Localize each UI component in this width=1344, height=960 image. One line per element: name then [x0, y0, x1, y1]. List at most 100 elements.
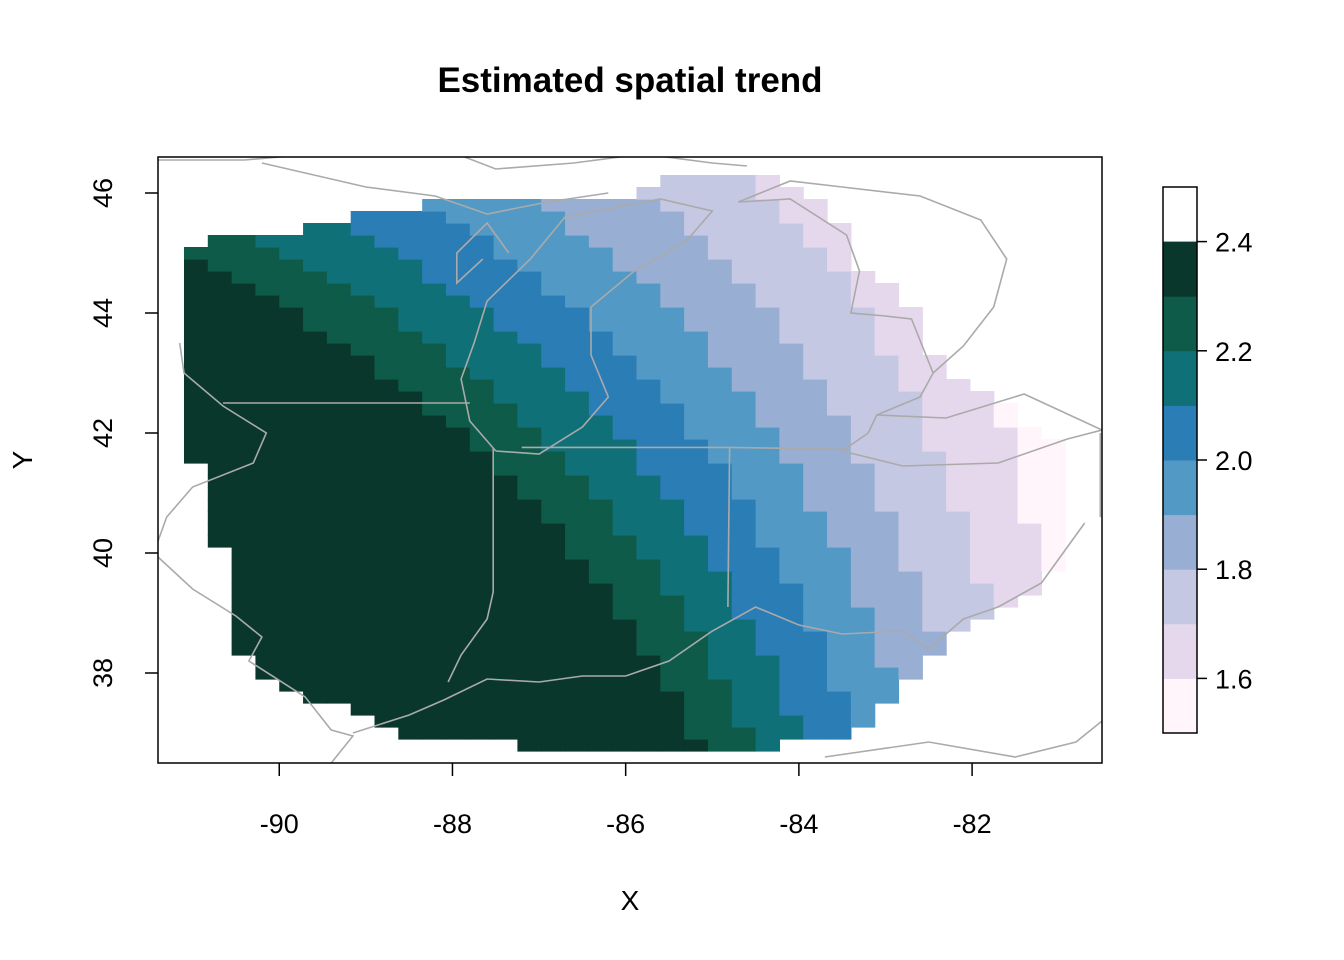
x-tick-label: -84: [779, 809, 818, 839]
heatmap-cell: [469, 403, 495, 416]
heatmap-cell: [636, 715, 661, 728]
heatmap-cell: [588, 679, 614, 692]
heatmap-cell: [565, 235, 590, 248]
heatmap-cell: [469, 559, 495, 572]
heatmap-cell: [755, 175, 780, 188]
heatmap-cell: [898, 535, 923, 548]
heatmap-cell: [969, 487, 995, 500]
heatmap-cell: [517, 307, 542, 320]
heatmap-cell: [731, 367, 757, 380]
heatmap-cell: [207, 331, 233, 344]
heatmap-cell: [898, 619, 923, 632]
heatmap-cell: [422, 691, 447, 704]
heatmap-cell: [565, 547, 590, 560]
heatmap-cell: [779, 259, 804, 272]
heatmap-cell: [398, 367, 423, 380]
colorbar-swatch: [1163, 623, 1197, 679]
heatmap-cell: [707, 535, 733, 548]
heatmap-cell: [707, 391, 733, 404]
heatmap-cell: [660, 559, 685, 572]
heatmap-cell: [946, 607, 971, 620]
heatmap-cell: [231, 403, 257, 416]
heatmap-cell: [803, 247, 828, 260]
heatmap-cell: [469, 547, 495, 560]
heatmap-cell: [827, 331, 852, 344]
heatmap-cell: [493, 439, 519, 452]
heatmap-cell: [565, 295, 590, 308]
heatmap-cell: [612, 619, 638, 632]
heatmap-cell: [779, 355, 804, 368]
heatmap-cell: [255, 595, 280, 608]
heatmap-cell: [517, 415, 542, 428]
heatmap-cell: [993, 523, 1019, 536]
heatmap-cell: [541, 595, 566, 608]
heatmap-cell: [707, 319, 733, 332]
heatmap-cell: [779, 247, 804, 260]
heatmap-cell: [350, 235, 376, 248]
heatmap-cell: [779, 667, 804, 680]
heatmap-cell: [493, 259, 519, 272]
heatmap-cell: [350, 403, 376, 416]
heatmap-cell: [255, 559, 280, 572]
heatmap-cell: [922, 595, 947, 608]
heatmap-cell: [517, 463, 542, 476]
heatmap-cell: [731, 655, 757, 668]
heatmap-cell: [183, 403, 209, 416]
heatmap-cell: [898, 547, 923, 560]
heatmap-cell: [684, 439, 709, 452]
heatmap-cell: [350, 643, 376, 656]
heatmap-cell: [422, 463, 447, 476]
x-tick-label: -90: [260, 809, 299, 839]
heatmap-cell: [183, 319, 209, 332]
heatmap-cell: [922, 355, 947, 368]
heatmap-cell: [612, 235, 638, 248]
heatmap-cell: [303, 403, 328, 416]
heatmap-cell: [1017, 427, 1042, 440]
colorbar-tick-label: 2.2: [1215, 337, 1253, 367]
heatmap-cell: [374, 211, 399, 224]
heatmap-cell: [707, 415, 733, 428]
heatmap-cell: [303, 355, 328, 368]
heatmap-cell: [565, 403, 590, 416]
boundary-line: [158, 342, 355, 763]
heatmap-cell: [207, 343, 233, 356]
heatmap-cell: [1017, 439, 1042, 452]
heatmap-cell: [517, 355, 542, 368]
heatmap-cell: [350, 499, 376, 512]
heatmap-cell: [969, 439, 995, 452]
heatmap-cell: [755, 655, 780, 668]
heatmap-cell: [469, 667, 495, 680]
heatmap-cell: [612, 319, 638, 332]
heatmap-cell: [755, 319, 780, 332]
heatmap-cell: [612, 427, 638, 440]
heatmap-cell: [326, 655, 352, 668]
heatmap-cell: [636, 523, 661, 536]
heatmap-cell: [422, 379, 447, 392]
heatmap-cell: [636, 223, 661, 236]
heatmap-cell: [636, 247, 661, 260]
heatmap-cell: [255, 619, 280, 632]
heatmap-cell: [541, 307, 566, 320]
heatmap-cell: [707, 631, 733, 644]
heatmap-cell: [588, 703, 614, 716]
heatmap-cell: [517, 271, 542, 284]
heatmap-cell: [207, 319, 233, 332]
heatmap-cell: [445, 355, 471, 368]
heatmap-cell: [517, 295, 542, 308]
heatmap-cell: [565, 511, 590, 524]
heatmap-cell: [1041, 463, 1066, 476]
heatmap-cell: [684, 403, 709, 416]
heatmap-cell: [779, 511, 804, 524]
heatmap-cell: [707, 715, 733, 728]
heatmap-cell: [660, 691, 685, 704]
heatmap-cell: [755, 367, 780, 380]
heatmap-cell: [422, 475, 447, 488]
heatmap-cell: [731, 559, 757, 572]
heatmap-cell: [279, 499, 304, 512]
heatmap-cell: [660, 703, 685, 716]
heatmap-cell: [422, 643, 447, 656]
heatmap-cell: [469, 427, 495, 440]
heatmap-cell: [588, 523, 614, 536]
heatmap-cell: [969, 511, 995, 524]
heatmap-cell: [445, 487, 471, 500]
